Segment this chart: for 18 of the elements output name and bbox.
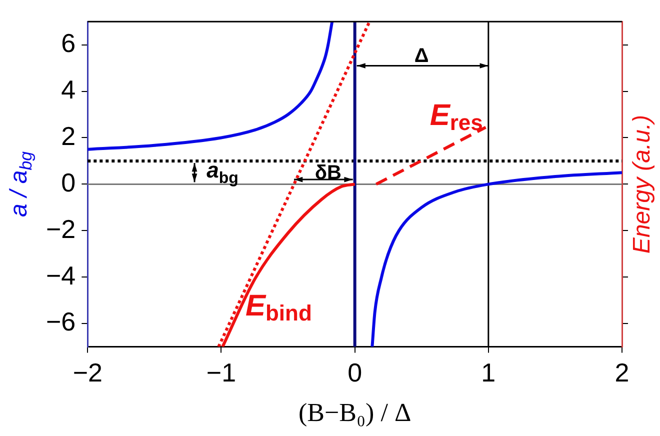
x-tick-label: −1 xyxy=(206,358,236,388)
x-tick-label: 0 xyxy=(348,358,362,388)
line-series xyxy=(88,22,334,151)
y-tick-label: 2 xyxy=(61,120,76,151)
y2-axis-title: Energy (a.u.) xyxy=(628,114,656,254)
y-tick-label: −6 xyxy=(46,306,76,337)
annotation: Δ xyxy=(414,44,429,67)
y-tick-label: 0 xyxy=(61,167,76,198)
y-tick-label: −2 xyxy=(46,214,76,244)
y-tick-label: −4 xyxy=(46,260,76,290)
line-series xyxy=(370,171,622,347)
y-tick-label: 4 xyxy=(61,74,76,104)
x-axis-title: (B−B₀) / Δ xyxy=(298,398,412,427)
y-axis-title: a / abg xyxy=(6,150,36,218)
x-tick-label: 1 xyxy=(481,358,496,388)
x-tick-label: 2 xyxy=(614,358,630,388)
y-tick-label: 6 xyxy=(61,28,76,58)
annotation: δB xyxy=(314,162,342,184)
